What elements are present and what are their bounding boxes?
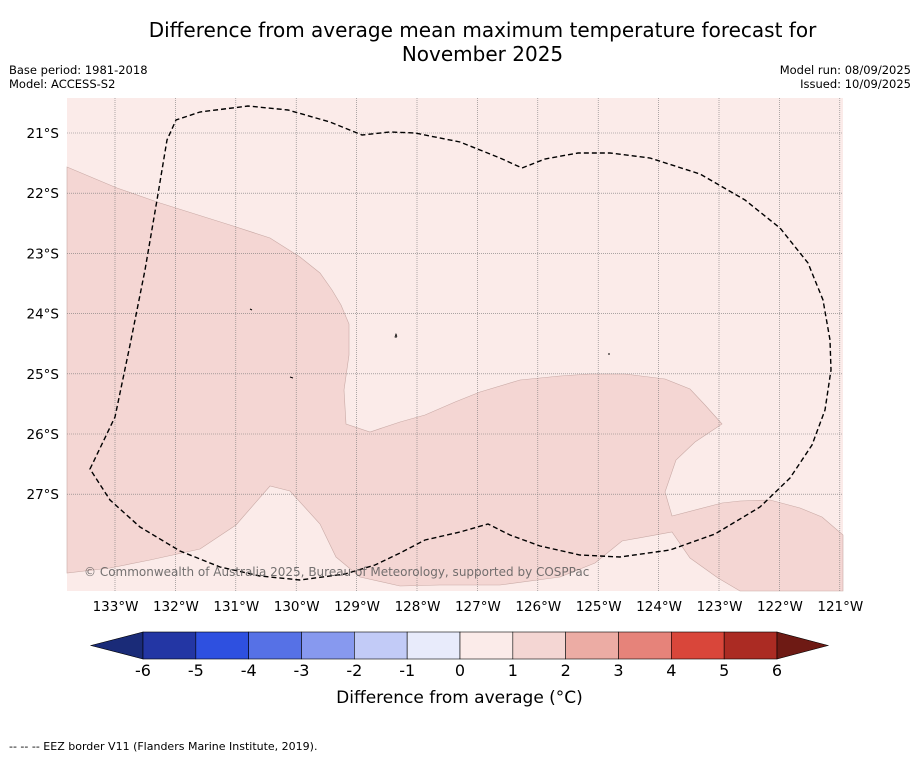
longitude-label: 131°W xyxy=(213,599,259,615)
colorbar-tick-label: 6 xyxy=(772,661,782,680)
colorbar-segment xyxy=(512,631,566,660)
longitude-label: 127°W xyxy=(455,599,501,615)
colorbar-segment xyxy=(723,631,778,660)
map-title-line2: November 2025 xyxy=(401,42,564,66)
colorbar-segment xyxy=(354,631,408,660)
longitude-label: 122°W xyxy=(757,599,803,615)
graticule xyxy=(67,98,843,591)
model-run-text: Model run: 08/09/2025 xyxy=(779,63,911,77)
colorbar-tick-label: 5 xyxy=(719,661,729,680)
longitude-label: 123°W xyxy=(697,599,743,615)
colorbar-tick-label: 1 xyxy=(508,661,518,680)
latitude-label: 22°S xyxy=(27,186,60,202)
longitude-label: 124°W xyxy=(636,599,682,615)
colorbar-tick-label: 4 xyxy=(666,661,676,680)
colorbar-segment xyxy=(565,631,619,660)
meta-left: Base period: 1981-2018 Model: ACCESS-S2 xyxy=(9,63,148,91)
issued-text: Issued: 10/09/2025 xyxy=(800,77,911,91)
colorbar-tick-label: 2 xyxy=(561,661,571,680)
colorbar-tick-label: -6 xyxy=(135,661,151,680)
colorbar-segment xyxy=(195,631,249,660)
copyright-text: © Commonwealth of Australia 2025, Bureau… xyxy=(84,565,590,579)
colorbar-over-arrow xyxy=(776,631,830,660)
model-text: Model: ACCESS-S2 xyxy=(9,77,116,91)
colorbar-segment xyxy=(406,631,461,660)
colorbar-tick-label: -1 xyxy=(399,661,415,680)
island-mark xyxy=(394,332,398,338)
colorbar-under-arrow xyxy=(89,631,144,660)
latitude-label: 25°S xyxy=(27,367,60,383)
longitude-label: 130°W xyxy=(274,599,320,615)
eez-legend-text: -- -- -- EEZ border V11 (Flanders Marine… xyxy=(9,740,318,753)
colorbar-segment xyxy=(459,631,514,660)
longitude-label: 132°W xyxy=(153,599,199,615)
meta-right: Model run: 08/09/2025 Issued: 10/09/2025 xyxy=(780,63,911,91)
base-period-text: Base period: 1981-2018 xyxy=(9,63,148,77)
island-mark xyxy=(249,308,253,311)
colorbar-tick-label: -5 xyxy=(188,661,204,680)
colorbar-tick-label: -3 xyxy=(294,661,310,680)
anomaly-area-1-to-2-main xyxy=(66,166,844,592)
longitude-label: 121°W xyxy=(817,599,863,615)
colorbar-tick-label: -4 xyxy=(241,661,257,680)
island-mark xyxy=(289,376,294,379)
latitude-label: 24°S xyxy=(27,307,60,323)
longitude-label: 129°W xyxy=(334,599,380,615)
longitude-label: 133°W xyxy=(93,599,139,615)
colorbar-tick-label: -2 xyxy=(346,661,362,680)
longitude-label: 128°W xyxy=(395,599,441,615)
longitude-label: 126°W xyxy=(515,599,561,615)
latitude-label: 26°S xyxy=(27,427,60,443)
latitude-label: 21°S xyxy=(27,126,60,142)
latitude-labels: 21°S 22°S 23°S 24°S 25°S 26°S 27°S xyxy=(27,126,60,503)
colorbar-segment xyxy=(248,631,302,660)
eez-border xyxy=(89,105,832,581)
colorbar-segment xyxy=(618,631,672,660)
colorbar-tick-label: 3 xyxy=(613,661,623,680)
colorbar-segment xyxy=(301,631,355,660)
colorbar-segment xyxy=(671,631,725,660)
map-title: Difference from average mean maximum tem… xyxy=(60,18,905,66)
latitude-label: 23°S xyxy=(27,246,60,262)
colorbar: -6 -5 -4 -3 -2 -1 0 1 2 3 4 5 6 xyxy=(89,631,830,680)
latitude-label: 27°S xyxy=(27,487,60,503)
colorbar-title: Difference from average (°C) xyxy=(336,688,583,708)
longitude-label: 125°W xyxy=(576,599,622,615)
colorbar-segment xyxy=(142,631,197,660)
longitude-labels: 133°W 132°W 131°W 130°W 129°W 128°W 127°W 126°W… xyxy=(93,599,864,615)
map-title-line1: Difference from average mean maximum tem… xyxy=(148,18,817,42)
colorbar-tick-label: 0 xyxy=(455,661,465,680)
